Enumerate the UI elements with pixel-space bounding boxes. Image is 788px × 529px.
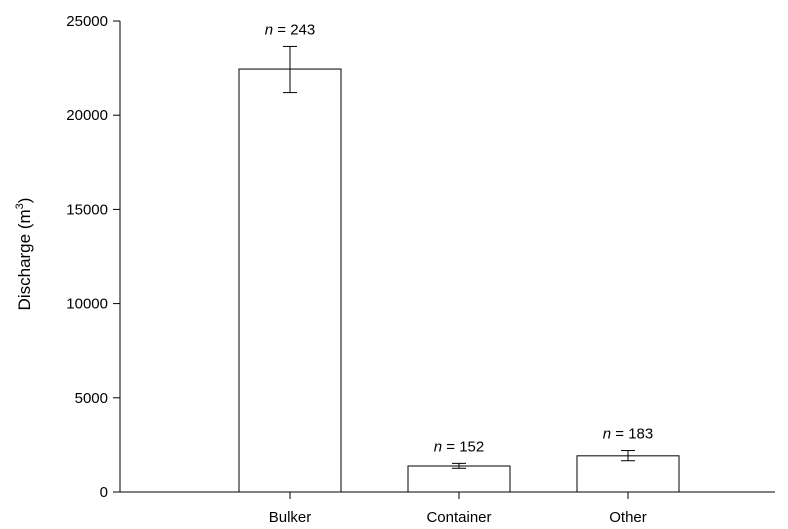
y-axis-title-main: Discharge (m bbox=[15, 209, 34, 310]
y-tick-label: 25000 bbox=[66, 13, 108, 30]
x-tick-label: Bulker bbox=[269, 509, 312, 526]
sample-size-label: n = 152 bbox=[434, 438, 484, 455]
bar bbox=[576, 455, 680, 493]
x-tick-label: Other bbox=[609, 509, 647, 526]
y-tick-label: 5000 bbox=[75, 390, 108, 407]
y-tick-label: 20000 bbox=[66, 107, 108, 124]
bar bbox=[407, 465, 511, 493]
y-axis-title: Discharge (m3) bbox=[14, 198, 34, 311]
y-tick-label: 15000 bbox=[66, 201, 108, 218]
sample-size-label: n = 243 bbox=[265, 21, 315, 38]
sample-size-label: n = 183 bbox=[603, 426, 653, 443]
y-tick-label: 0 bbox=[100, 484, 108, 501]
y-axis-title-close: ) bbox=[15, 198, 34, 204]
x-tick-label: Container bbox=[426, 509, 491, 526]
y-tick-label: 10000 bbox=[66, 296, 108, 313]
y-axis-title-text: Discharge (m3) bbox=[14, 198, 34, 311]
y-axis-title-sup: 3 bbox=[14, 203, 26, 209]
plot-area: 0 5000 10000 15000 20000 25000 Bulker n = 243 Co… bbox=[66, 13, 775, 526]
bar bbox=[238, 68, 342, 493]
